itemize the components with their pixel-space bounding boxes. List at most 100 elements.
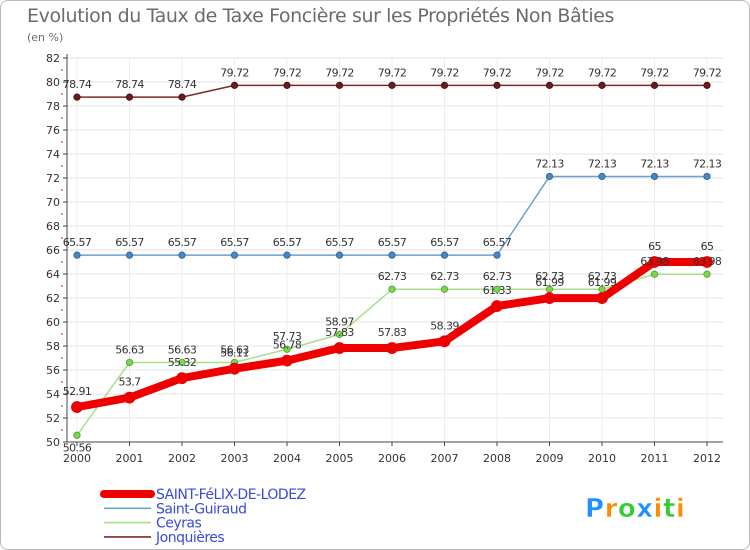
- data-point: [650, 81, 659, 89]
- data-label: 78.74: [63, 78, 92, 91]
- data-label: 62.73: [588, 270, 617, 283]
- data-point: [701, 256, 713, 268]
- x-tick-label: 2012: [693, 452, 721, 465]
- data-point: [493, 251, 501, 259]
- data-point: [598, 81, 606, 89]
- y-minor-dot: [61, 189, 63, 191]
- y-tick-label: 52: [46, 412, 60, 425]
- y-tick-label: 54: [46, 388, 60, 401]
- data-point: [493, 285, 501, 293]
- data-point: [230, 251, 239, 259]
- data-point: [440, 81, 449, 89]
- chart-subtitle: (en %): [27, 31, 64, 44]
- y-tick-label: 78: [46, 100, 60, 113]
- x-tick-label: 2000: [63, 452, 91, 465]
- data-label: 57.83: [378, 326, 407, 339]
- y-minor-dot: [61, 357, 63, 359]
- data-label: 63.98: [640, 255, 669, 268]
- data-label: 79.72: [325, 66, 354, 79]
- data-point: [71, 401, 83, 413]
- data-label: 65.57: [378, 236, 407, 249]
- data-label: 57.83: [325, 326, 354, 339]
- data-label: 79.72: [273, 66, 302, 79]
- data-point: [283, 251, 291, 259]
- data-label: 65.57: [63, 236, 92, 249]
- data-label: 65: [648, 240, 661, 253]
- data-label: 72.13: [693, 157, 722, 170]
- data-point: [491, 300, 503, 312]
- data-label: 62.73: [378, 270, 407, 283]
- data-label: 79.72: [483, 66, 512, 79]
- data-point: [703, 270, 711, 278]
- data-label: 65.57: [115, 236, 144, 249]
- data-label: 53.7: [118, 376, 141, 389]
- data-label: 79.72: [535, 66, 564, 79]
- data-label: 65.57: [168, 236, 197, 249]
- x-tick-label: 2002: [168, 452, 196, 465]
- data-point: [438, 335, 451, 348]
- data-point: [228, 362, 241, 375]
- data-point: [125, 93, 134, 101]
- x-tick-label: 2007: [431, 452, 459, 465]
- data-label: 55.32: [168, 356, 197, 369]
- data-label: 56.63: [220, 343, 249, 356]
- data-point: [333, 342, 346, 354]
- data-point: [650, 172, 659, 181]
- data-point: [178, 93, 186, 101]
- y-tick-label: 80: [46, 76, 60, 89]
- data-point: [335, 81, 344, 89]
- proxiti-logo: Proxiti: [585, 494, 685, 524]
- x-tick-label: 2011: [641, 452, 669, 465]
- y-minor-dot: [61, 213, 63, 215]
- data-point: [703, 172, 711, 181]
- legend-label: Jonquières: [155, 530, 224, 546]
- data-label: 56.78: [273, 339, 302, 352]
- data-label: 79.72: [640, 66, 669, 79]
- legend-label: Saint-Guiraud: [156, 501, 247, 517]
- y-tick-label: 64: [46, 268, 60, 281]
- data-label: 50.56: [63, 441, 92, 454]
- data-point: [73, 431, 81, 439]
- y-tick-label: 56: [46, 364, 60, 377]
- data-label: 62.73: [483, 270, 512, 283]
- data-point: [123, 391, 136, 404]
- y-tick-label: 82: [46, 52, 60, 65]
- y-tick-label: 76: [46, 124, 60, 137]
- data-point: [493, 81, 501, 89]
- data-point: [440, 285, 449, 293]
- y-tick-label: 66: [46, 244, 60, 257]
- y-minor-dot: [61, 117, 63, 119]
- chart-title: Evolution du Taux de Taxe Foncière sur l…: [27, 5, 615, 27]
- data-point: [545, 172, 554, 181]
- y-tick-label: 68: [46, 220, 60, 233]
- data-label: 78.74: [168, 78, 197, 91]
- y-minor-dot: [61, 429, 63, 431]
- data-label: 61.33: [483, 284, 512, 297]
- data-label: 61.99: [588, 276, 617, 289]
- data-label: 52.91: [63, 385, 92, 398]
- y-minor-dot: [61, 165, 63, 167]
- data-point: [73, 93, 81, 101]
- data-point: [598, 172, 606, 181]
- y-tick-label: 70: [46, 196, 60, 209]
- data-point: [703, 81, 711, 89]
- y-minor-dot: [61, 261, 63, 263]
- y-tick-label: 74: [46, 148, 60, 161]
- data-point: [125, 251, 134, 259]
- data-point: [596, 292, 608, 305]
- y-minor-dot: [61, 309, 63, 311]
- data-label: 56.63: [168, 343, 197, 356]
- data-label: 72.13: [640, 157, 669, 170]
- data-label: 79.72: [220, 66, 249, 79]
- data-point: [543, 292, 556, 305]
- y-minor-dot: [61, 285, 63, 287]
- data-label: 79.72: [588, 66, 617, 79]
- x-tick-label: 2008: [483, 452, 511, 465]
- data-point: [283, 345, 291, 353]
- y-minor-dot: [61, 141, 63, 143]
- data-label: 72.13: [535, 157, 564, 170]
- data-point: [440, 251, 449, 259]
- data-label: 65.57: [273, 236, 302, 249]
